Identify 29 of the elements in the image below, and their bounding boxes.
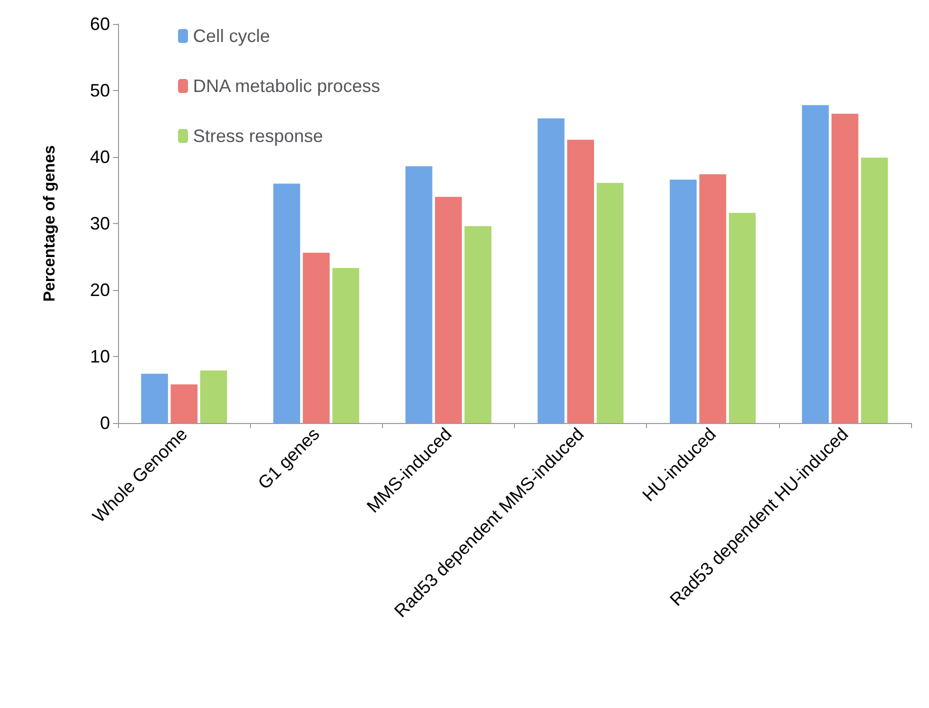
bar (861, 158, 888, 423)
bar (538, 118, 564, 423)
bar (200, 370, 228, 423)
legend-label: DNA metabolic process (193, 76, 380, 96)
bar (699, 174, 726, 423)
bar (567, 140, 594, 423)
y-tick-label: 20 (90, 280, 110, 300)
y-tick-label: 60 (90, 14, 110, 34)
bar (596, 182, 624, 423)
bar (670, 180, 697, 423)
legend-label: Cell cycle (193, 26, 270, 46)
y-axis-title: Percentage of genes (42, 145, 58, 302)
bar (302, 252, 330, 423)
bar (332, 268, 360, 423)
bar (141, 374, 168, 423)
y-tick-label: 30 (90, 214, 110, 234)
bar (831, 114, 858, 423)
bar (728, 212, 756, 423)
bar (464, 226, 492, 423)
y-tick-label: 10 (90, 346, 110, 366)
bar (405, 166, 432, 423)
y-tick-label: 0 (100, 413, 110, 433)
bar (802, 105, 829, 423)
y-tick-label: 40 (90, 147, 110, 167)
legend-label: Stress response (193, 126, 324, 146)
y-tick-label: 50 (90, 80, 110, 100)
bar (170, 384, 198, 423)
bar (434, 196, 462, 423)
bar (273, 184, 300, 423)
